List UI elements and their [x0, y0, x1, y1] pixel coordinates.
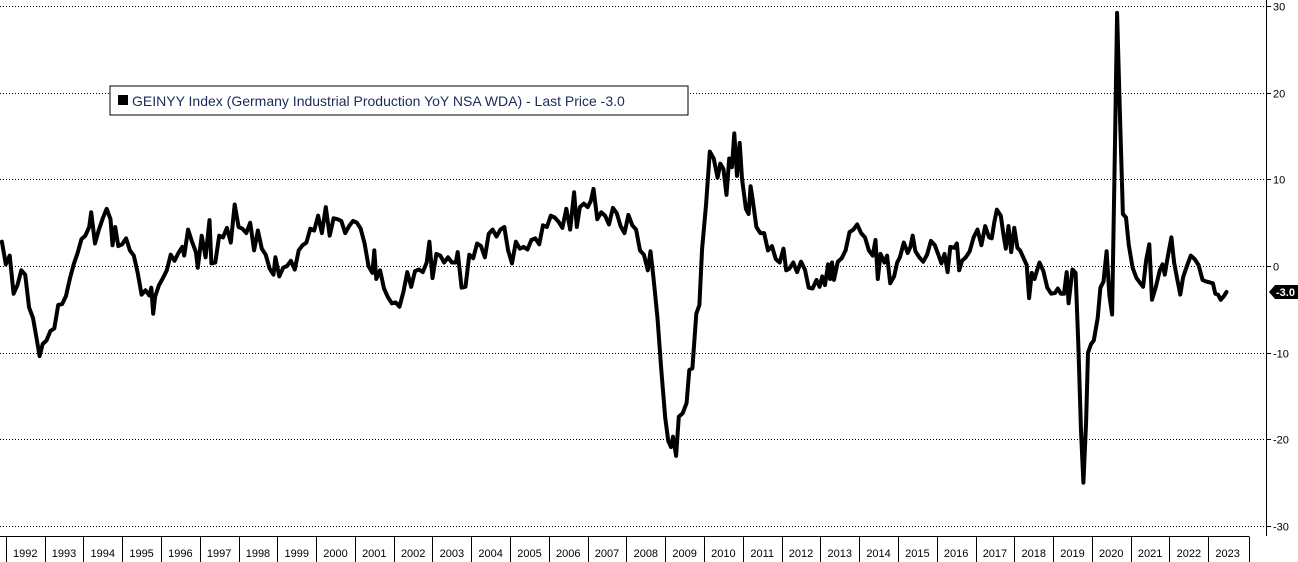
- gridlines: [0, 6, 1266, 527]
- y-tick-label: 10: [1273, 175, 1285, 187]
- x-tick-label: 2008: [634, 548, 658, 560]
- legend-box: [109, 85, 689, 116]
- x-tick-label: 1999: [284, 548, 308, 560]
- x-tick-label: 2019: [1060, 548, 1084, 560]
- x-tick-label: 2014: [866, 548, 890, 560]
- series-layer: [0, 10, 1229, 485]
- last-value-label: -3.0: [1276, 287, 1295, 299]
- x-tick-label: 1997: [207, 548, 231, 560]
- x-tick-label: 2011: [750, 548, 774, 560]
- x-tick-label: 2020: [1099, 548, 1123, 560]
- legend-swatch-icon: [118, 95, 128, 105]
- y-axis: 30 20 10 0 -10 -20 -30: [1266, 0, 1289, 536]
- last-value-tag: -3.0: [1269, 285, 1298, 299]
- x-tick-label: 1993: [52, 548, 76, 560]
- x-tick-label: 2022: [1177, 548, 1201, 560]
- x-tick-label: 1998: [246, 548, 270, 560]
- x-tick-label: 2004: [478, 548, 502, 560]
- x-tick-label: 2017: [983, 548, 1007, 560]
- legend-text: GEINYY Index (Germany Industrial Product…: [132, 93, 625, 109]
- x-tick-label: 2006: [556, 548, 580, 560]
- x-tick-label: 2009: [672, 548, 696, 560]
- x-tick-label: 2003: [440, 548, 464, 560]
- x-tick-label: 2021: [1138, 548, 1162, 560]
- x-axis: 1992 1993 1994 1995 1996 1997 1998 1999 2000 2001…: [0, 536, 1250, 562]
- y-tick-label: 0: [1273, 262, 1279, 274]
- x-tick-label: 2012: [789, 548, 813, 560]
- last-value-tag-shape: [1269, 285, 1298, 299]
- x-tick-label: 2002: [401, 548, 425, 560]
- x-tick-label: 2023: [1215, 548, 1239, 560]
- x-tick-label: 2010: [711, 548, 735, 560]
- x-tick-label: 1994: [91, 548, 115, 560]
- x-tick-label: 2000: [323, 548, 347, 560]
- series-line: [0, 10, 1229, 485]
- x-tick-label: 2018: [1021, 548, 1045, 560]
- y-tick-label: -10: [1273, 349, 1289, 361]
- y-tick-label: 20: [1273, 89, 1285, 101]
- legend: GEINYY Index (Germany Industrial Product…: [109, 85, 689, 116]
- y-tick-label: 30: [1273, 2, 1285, 14]
- x-tick-label: 2007: [595, 548, 619, 560]
- y-tick-label: -30: [1273, 522, 1289, 534]
- x-tick-label: 1996: [168, 548, 192, 560]
- x-tick-label: 1992: [13, 548, 37, 560]
- y-tick-label: -20: [1273, 435, 1289, 447]
- x-tick-label: 2016: [944, 548, 968, 560]
- x-tick-label: 2015: [905, 548, 929, 560]
- x-tick-label: 2001: [362, 548, 386, 560]
- x-tick-label: 2005: [517, 548, 541, 560]
- x-tick-label: 1995: [129, 548, 153, 560]
- x-tick-label: 2013: [828, 548, 852, 560]
